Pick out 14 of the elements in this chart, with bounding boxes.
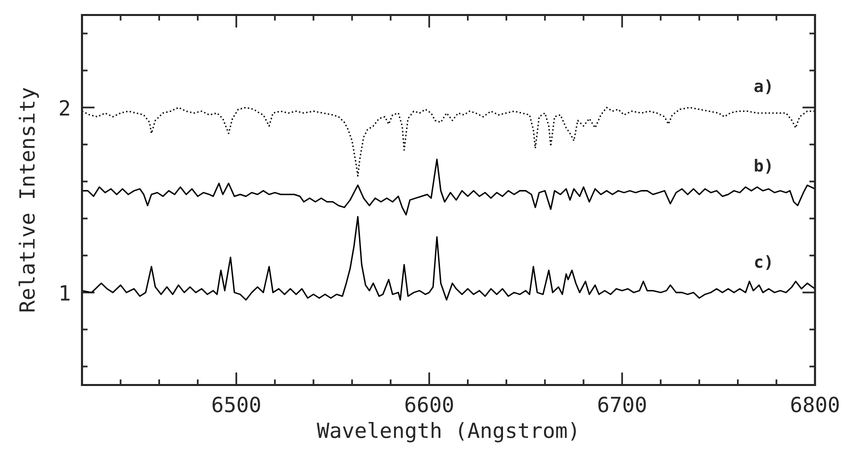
y-axis-title: Relative Intensity (18, 88, 39, 312)
line-series (82, 216, 815, 301)
line-series (82, 158, 815, 216)
x-tick-label: 6700 (598, 396, 646, 412)
y-tick-label: 2 (60, 100, 70, 116)
line-series (82, 106, 815, 177)
series-label: b) (754, 158, 771, 174)
x-tick-label: 6800 (791, 396, 839, 412)
x-tick-label: 6500 (212, 396, 260, 412)
series-label: a) (754, 79, 771, 94)
series-label: c) (755, 255, 771, 270)
x-axis-title: Wavelength (Angstrom) (316, 422, 576, 442)
y-tick-label: 1 (60, 285, 70, 300)
x-tick-label: 6600 (405, 396, 453, 412)
